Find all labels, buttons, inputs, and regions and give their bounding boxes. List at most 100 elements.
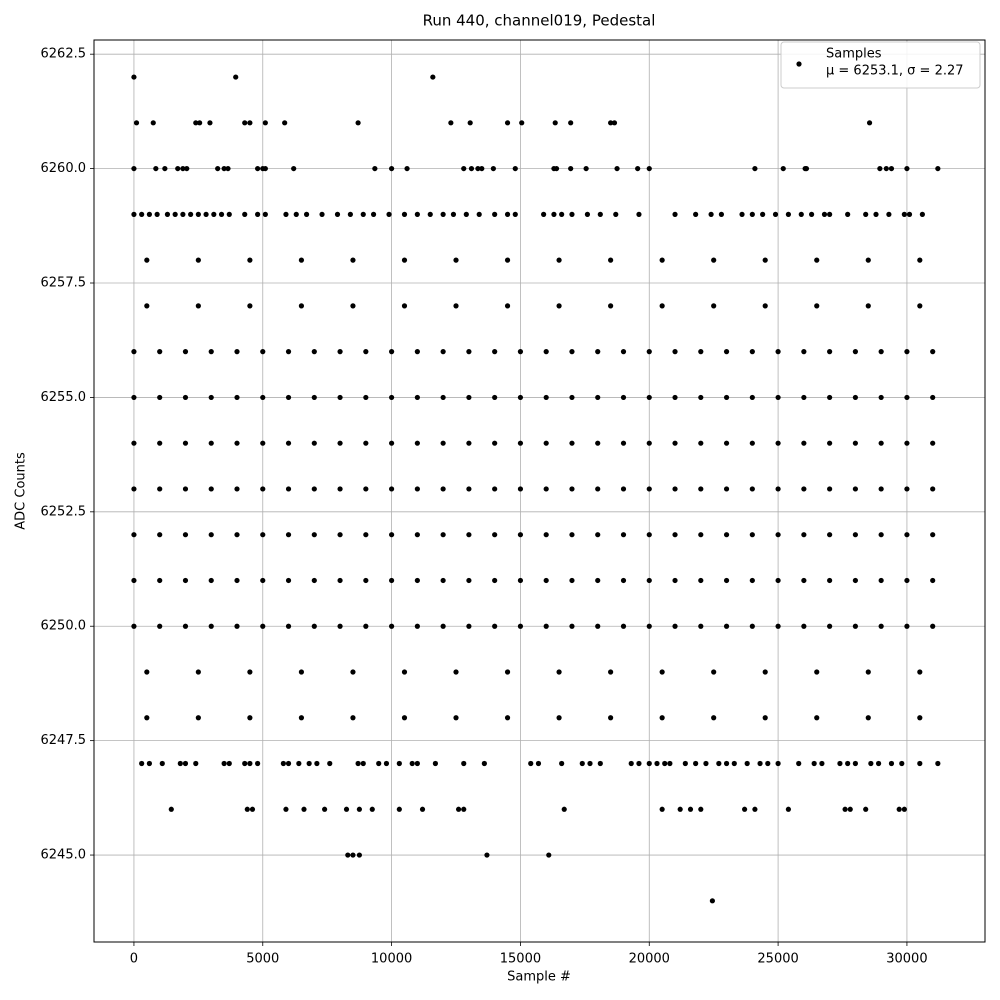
point	[440, 349, 446, 355]
point	[466, 486, 472, 492]
point	[285, 577, 292, 584]
point	[311, 577, 317, 584]
y-tick-label: 6257.5	[41, 276, 87, 291]
point	[847, 806, 853, 812]
point	[131, 486, 137, 492]
point	[512, 211, 518, 217]
point	[311, 486, 317, 492]
point	[450, 211, 457, 217]
point	[461, 165, 467, 172]
point	[801, 394, 807, 401]
point	[389, 165, 395, 172]
point	[775, 532, 781, 538]
point	[930, 349, 936, 355]
point	[698, 486, 704, 492]
point	[772, 211, 779, 217]
point	[285, 623, 292, 629]
point	[463, 211, 469, 217]
legend: Samples μ = 6253.1, σ = 2.27	[780, 41, 981, 89]
point	[208, 440, 214, 446]
point	[749, 577, 755, 584]
point	[718, 211, 725, 217]
point	[711, 669, 717, 675]
point	[698, 623, 704, 629]
point	[291, 165, 297, 172]
point	[646, 440, 652, 446]
point	[723, 623, 730, 629]
point	[904, 532, 910, 538]
point	[646, 577, 652, 584]
point	[842, 806, 848, 812]
point	[677, 806, 683, 812]
point	[801, 532, 807, 538]
point	[396, 760, 402, 767]
point	[157, 577, 163, 584]
point	[350, 669, 356, 675]
point	[337, 486, 343, 492]
point	[801, 486, 807, 492]
point	[193, 120, 199, 126]
point	[801, 577, 807, 584]
point	[672, 486, 678, 492]
point	[775, 440, 781, 446]
point	[319, 211, 325, 217]
point	[731, 760, 737, 767]
point	[646, 349, 652, 355]
point	[314, 760, 320, 767]
point	[672, 394, 678, 401]
point	[519, 120, 525, 126]
point	[803, 165, 810, 172]
point	[389, 349, 395, 355]
grid	[94, 40, 985, 942]
point	[372, 165, 378, 172]
point	[852, 532, 858, 538]
point	[852, 623, 858, 629]
point	[226, 760, 232, 767]
point	[172, 211, 178, 217]
point	[430, 74, 436, 80]
point	[798, 211, 804, 217]
point	[708, 211, 714, 217]
point	[930, 394, 936, 401]
point	[749, 349, 755, 355]
point	[468, 165, 475, 172]
point	[646, 165, 652, 172]
point	[517, 532, 524, 538]
point	[886, 211, 892, 217]
point	[659, 806, 665, 812]
point	[504, 211, 511, 217]
point	[164, 211, 171, 217]
point	[930, 623, 936, 629]
point	[762, 715, 768, 721]
point	[345, 852, 351, 858]
point	[785, 806, 792, 812]
point	[821, 211, 828, 217]
point	[208, 623, 214, 629]
point	[215, 165, 221, 172]
point	[177, 760, 183, 767]
point	[917, 257, 923, 263]
point	[225, 165, 231, 172]
point	[322, 806, 328, 812]
point	[930, 440, 936, 446]
point	[466, 532, 472, 538]
point	[440, 623, 446, 629]
point	[401, 669, 408, 675]
point	[401, 257, 408, 263]
point	[827, 486, 833, 492]
point	[556, 669, 562, 675]
point	[899, 760, 905, 767]
point	[749, 623, 755, 629]
point	[896, 806, 902, 812]
point	[311, 532, 317, 538]
point	[659, 257, 665, 263]
point	[878, 349, 884, 355]
point	[698, 440, 704, 446]
point	[659, 669, 665, 675]
point	[131, 165, 137, 172]
point	[868, 760, 874, 767]
point	[698, 349, 704, 355]
point	[517, 349, 524, 355]
point	[461, 760, 467, 767]
y-tick-label: 6247.5	[41, 733, 87, 748]
